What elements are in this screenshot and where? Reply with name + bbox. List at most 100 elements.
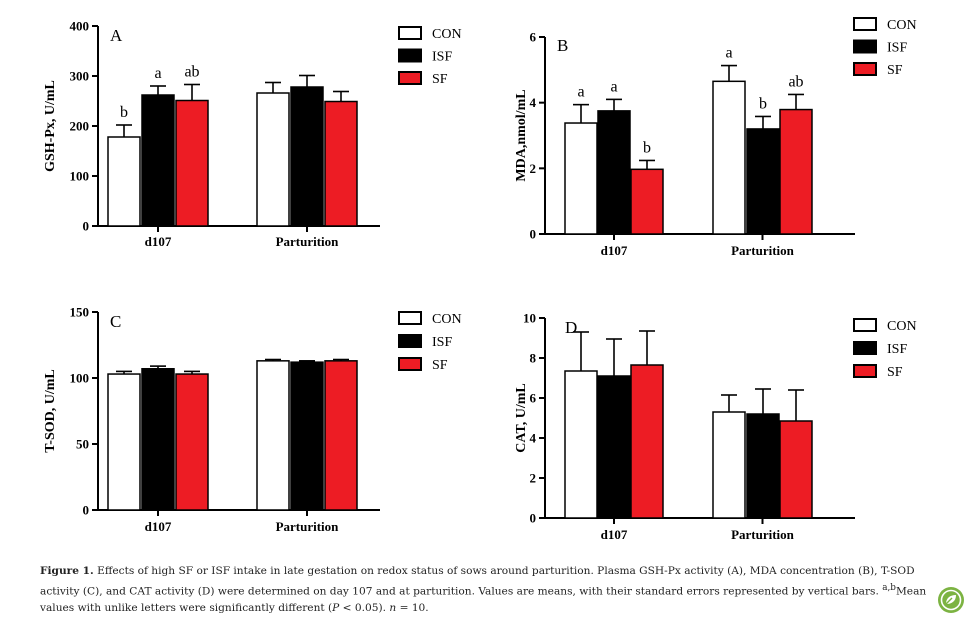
- y-tick-label: 0: [83, 503, 90, 518]
- caption-text-1: Effects of high SF or ISF intake in late…: [40, 565, 915, 598]
- panel-label: A: [110, 26, 123, 45]
- legend-label: ISF: [887, 342, 907, 357]
- y-tick-label: 100: [70, 169, 90, 184]
- panel-label: B: [557, 36, 568, 55]
- bar: [712, 80, 746, 235]
- significance-letter: a: [154, 65, 161, 82]
- y-axis-label: T-SOD, U/mL: [43, 369, 58, 453]
- legend-swatch: [853, 341, 877, 355]
- y-tick-label: 6: [530, 391, 537, 406]
- bar: [597, 375, 631, 519]
- y-tick-label: 2: [530, 471, 537, 486]
- bar: [141, 368, 175, 511]
- bar: [141, 94, 175, 227]
- legend-label: SF: [887, 63, 903, 78]
- caption-text-2: Mean values with unlike letters were sig…: [40, 585, 927, 614]
- bar: [597, 110, 631, 235]
- bar: [107, 373, 141, 511]
- figure-caption: Figure 1. Effects of high SF or ISF inta…: [40, 563, 952, 616]
- legend-swatch: [853, 39, 877, 54]
- significance-letter: ab: [788, 73, 803, 90]
- y-tick-label: 0: [530, 511, 537, 526]
- y-axis-label: GSH-Px, U/mL: [43, 80, 58, 172]
- bar: [779, 420, 813, 519]
- significance-letter: b: [643, 139, 651, 156]
- bar: [564, 370, 598, 519]
- caption-n-symbol: n: [389, 601, 397, 614]
- leaf-icon[interactable]: [938, 587, 964, 613]
- panel-label: D: [565, 318, 577, 337]
- y-tick-label: 4: [530, 431, 537, 446]
- legend-swatch: [398, 357, 422, 371]
- x-tick-label: d107: [601, 243, 628, 258]
- significance-letter: a: [610, 78, 617, 95]
- y-tick-label: 200: [70, 119, 90, 134]
- legend-swatch: [853, 62, 877, 76]
- legend-label: CON: [887, 18, 917, 33]
- significance-letter: b: [120, 104, 128, 121]
- y-tick-label: 10: [523, 311, 536, 326]
- y-axis-label: CAT, U/mL: [514, 383, 529, 452]
- legend-label: ISF: [432, 50, 452, 65]
- legend-swatch: [853, 364, 877, 378]
- legend-swatch: [853, 318, 877, 332]
- legend-swatch: [398, 48, 422, 63]
- y-tick-label: 100: [70, 371, 90, 386]
- bar: [256, 360, 290, 511]
- x-tick-label: d107: [145, 519, 172, 534]
- legend-swatch: [398, 311, 422, 325]
- bar: [175, 99, 209, 227]
- bar: [630, 168, 664, 235]
- bar: [564, 122, 598, 235]
- y-tick-label: 50: [76, 437, 89, 452]
- legend-label: SF: [432, 72, 448, 87]
- y-tick-label: 4: [530, 95, 537, 110]
- bar: [746, 128, 780, 235]
- panel-label: C: [110, 312, 121, 331]
- legend-swatch: [398, 334, 422, 348]
- y-tick-label: 400: [70, 19, 90, 34]
- y-axis-label: MDA,nmol/mL: [514, 89, 529, 181]
- significance-letter: a: [725, 45, 732, 62]
- caption-text-4: = 10.: [396, 601, 429, 614]
- caption-text-3: < 0.05).: [339, 601, 390, 614]
- legend-swatch: [398, 26, 422, 40]
- x-tick-label: Parturition: [276, 519, 340, 534]
- legend-label: CON: [432, 312, 462, 327]
- bar: [746, 413, 780, 519]
- x-tick-label: Parturition: [731, 243, 795, 258]
- bar: [630, 364, 664, 519]
- legend-label: CON: [887, 319, 917, 334]
- x-tick-label: Parturition: [276, 234, 340, 249]
- legend-label: ISF: [887, 41, 907, 56]
- bar: [324, 360, 358, 511]
- x-tick-label: Parturition: [731, 527, 795, 542]
- legend-swatch: [853, 17, 877, 31]
- legend-label: SF: [887, 365, 903, 380]
- legend-swatch: [398, 71, 422, 85]
- y-tick-label: 150: [70, 305, 90, 320]
- legend-label: ISF: [432, 335, 452, 350]
- legend-label: CON: [432, 27, 462, 42]
- significance-letter: a: [577, 84, 584, 101]
- bar: [712, 411, 746, 519]
- legend-label: SF: [432, 358, 448, 373]
- x-tick-label: d107: [145, 234, 172, 249]
- caption-p-symbol: P: [332, 601, 340, 614]
- significance-letter: ab: [184, 64, 199, 81]
- y-tick-label: 8: [530, 351, 537, 366]
- bar: [779, 108, 813, 235]
- bar: [175, 373, 209, 511]
- bar: [256, 92, 290, 227]
- y-tick-label: 300: [70, 69, 90, 84]
- y-tick-label: 0: [530, 227, 537, 242]
- bar: [107, 136, 141, 227]
- caption-superscript: a,b: [882, 582, 896, 593]
- y-tick-label: 6: [530, 30, 537, 45]
- caption-label: Figure 1.: [40, 565, 94, 577]
